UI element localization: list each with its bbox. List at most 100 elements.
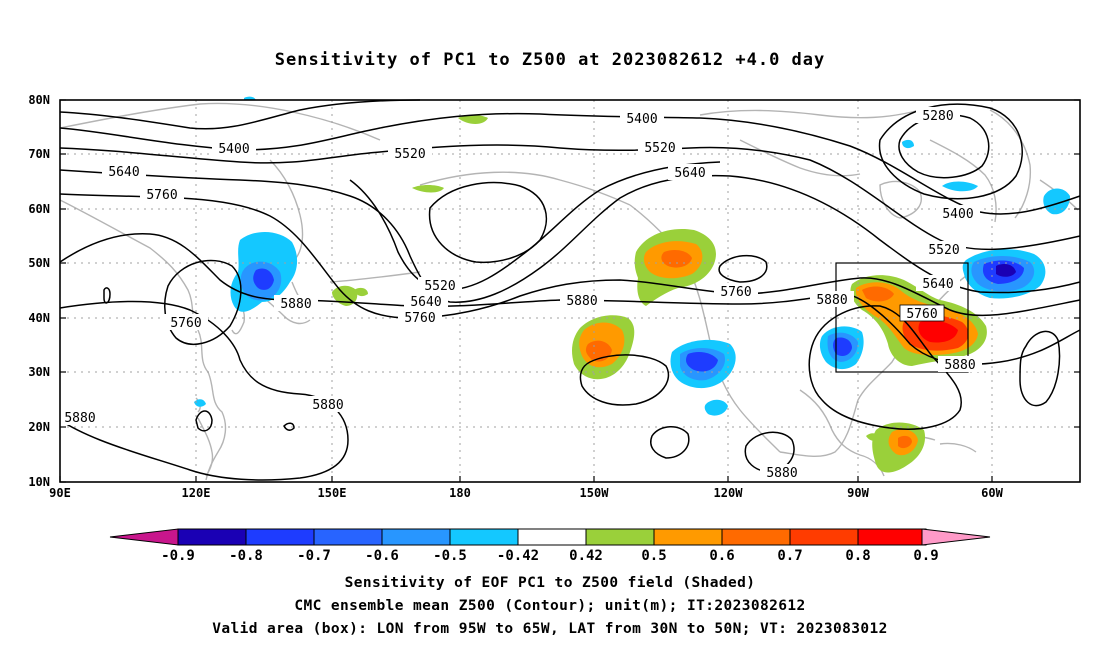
- contour-label-text: 5280: [922, 109, 953, 124]
- contour-label: 5760: [140, 186, 184, 203]
- contour-label: 5880: [58, 409, 102, 426]
- shade-greenland-blue: [1043, 188, 1070, 215]
- x-tick-label: 60W: [981, 486, 1003, 500]
- contour-label-text: 5400: [626, 112, 657, 127]
- contour-label: 5640: [916, 275, 960, 292]
- colorbar-swatch: [177, 528, 247, 546]
- shade-atl-negative-core: [996, 264, 1016, 277]
- colorbar-low-arrow: [109, 528, 179, 546]
- contour-5880-na-high: [808, 305, 962, 430]
- y-tick-label: 30N: [28, 365, 50, 379]
- colorbar-swatch: [245, 528, 315, 546]
- contour-label-text: 5880: [816, 293, 847, 308]
- shade-asia-negative-inner: [253, 268, 274, 290]
- y-tick-label: 70N: [28, 147, 50, 161]
- colorbar-tick-label: -0.8: [229, 548, 263, 564]
- map-area: 5400 5400 5400 5520 5520 5520 5520 5640 …: [28, 93, 1081, 500]
- contour-label: 5520: [638, 139, 682, 156]
- contour-label: 5760: [398, 309, 442, 326]
- contour-label: 5760: [164, 314, 208, 331]
- y-axis-labels: 80N 70N 60N 50N 40N 30N 20N 10N: [28, 93, 50, 489]
- colorbar-swatch: [857, 528, 927, 546]
- colorbar-swatch: [313, 528, 383, 546]
- colorbar-tick-label: 0.9: [913, 548, 938, 564]
- colorbar-tick-label: -0.9: [161, 548, 195, 564]
- contour-label-text: 5640: [674, 166, 705, 181]
- x-tick-label: 90W: [847, 486, 869, 500]
- colorbar-boxes: [177, 528, 927, 546]
- x-tick-label: 120E: [182, 486, 211, 500]
- contour-label-text: 5880: [64, 411, 95, 426]
- colorbar-swatch: [721, 528, 791, 546]
- chart-title: Sensitivity of PC1 to Z500 at 2023082612…: [274, 50, 826, 70]
- shade-carib-inner: [898, 435, 912, 449]
- contour-label: 5640: [668, 164, 712, 181]
- colorbar-tick-label: 0.8: [845, 548, 870, 564]
- contour-label: 5640: [102, 163, 146, 180]
- contour-label: 5880: [274, 295, 318, 312]
- contour-label-text: 5760: [146, 188, 177, 203]
- colorbar-swatch: [585, 528, 655, 546]
- colorbar-tick-label: 0.6: [709, 548, 734, 564]
- colorbar-swatch: [449, 528, 519, 546]
- shade-npac-green-4: [354, 287, 368, 297]
- shade-asia-small-2: [258, 234, 274, 245]
- contour-small-1: [195, 410, 213, 432]
- shade-npac-green-2: [412, 185, 444, 193]
- contour-label-text: 5400: [942, 207, 973, 222]
- colorbar-tick-label: -0.5: [433, 548, 467, 564]
- contour-5520: [59, 144, 1081, 251]
- colorbar-swatch: [653, 528, 723, 546]
- contour-label: 5760: [714, 283, 758, 300]
- contour-5520-trough: [349, 161, 721, 291]
- contour-label: 5400: [620, 110, 664, 127]
- shade-epac-small: [704, 399, 728, 416]
- shade-npac-green-3: [458, 115, 488, 124]
- contour-label-text: 5760: [720, 285, 751, 300]
- contour-5760-pac-low: [718, 254, 768, 283]
- contour-aleutian-low: [428, 181, 548, 264]
- y-tick-label: 50N: [28, 256, 50, 270]
- contour-label: 5400: [212, 140, 256, 157]
- shade-arctic-blue-2: [902, 139, 914, 149]
- colorbar-tick-label: -0.42: [497, 548, 539, 564]
- colorbar-swatch: [789, 528, 859, 546]
- x-tick-label: 180: [449, 486, 471, 500]
- contour-label: 5880: [560, 292, 604, 309]
- contour-label-text: 5640: [108, 165, 139, 180]
- caption-valid-area: Valid area (box): LON from 95W to 65W, L…: [212, 621, 888, 637]
- contour-label-text: 5640: [922, 277, 953, 292]
- colorbar-tick-label: -0.6: [365, 548, 399, 564]
- x-tick-label: 150E: [318, 486, 347, 500]
- contour-label-text: 5640: [410, 295, 441, 310]
- contour-label-text: 5400: [218, 142, 249, 157]
- contour-label-text: 5880: [944, 358, 975, 373]
- contour-label: 5880: [760, 464, 804, 481]
- shade-us-positive-top: [862, 286, 894, 302]
- contour-label: 5280: [916, 107, 960, 124]
- contour-label: 5880: [938, 356, 982, 373]
- contour-label-text: 5520: [424, 279, 455, 294]
- shade-mex-green: [866, 433, 880, 441]
- contour-label: 5520: [922, 241, 966, 258]
- shade-arctic-blue-1: [942, 181, 978, 192]
- colorbar-tick-label: -0.7: [297, 548, 331, 564]
- contour-label-text: 5520: [928, 243, 959, 258]
- y-tick-label: 40N: [28, 311, 50, 325]
- contour-small-5: [103, 287, 111, 304]
- x-axis-labels: 90E 120E 150E 180 150W 120W 90W 60W: [49, 486, 1003, 500]
- colorbar: -0.9 -0.8 -0.7 -0.6 -0.5 -0.42 0.42 0.5 0.6 0.7 0.…: [109, 528, 991, 564]
- colorbar-tick-label: 0.42: [569, 548, 603, 564]
- caption-contour: CMC ensemble mean Z500 (Contour); unit(m…: [294, 598, 806, 614]
- colorbar-tick-label: 0.5: [641, 548, 666, 564]
- contour-label: 5520: [388, 145, 432, 162]
- contour-5760: [59, 193, 1081, 319]
- contour-label-text: 5880: [766, 466, 797, 481]
- contour-label-text: 5760: [404, 311, 435, 326]
- contour-5400b: [59, 99, 421, 130]
- contour-label: 5400: [936, 205, 980, 222]
- contour-5880-wpac-high: [59, 300, 349, 481]
- y-tick-label: 80N: [28, 93, 50, 107]
- contour-label-text: 5520: [644, 141, 675, 156]
- contour-label-text: 5880: [566, 294, 597, 309]
